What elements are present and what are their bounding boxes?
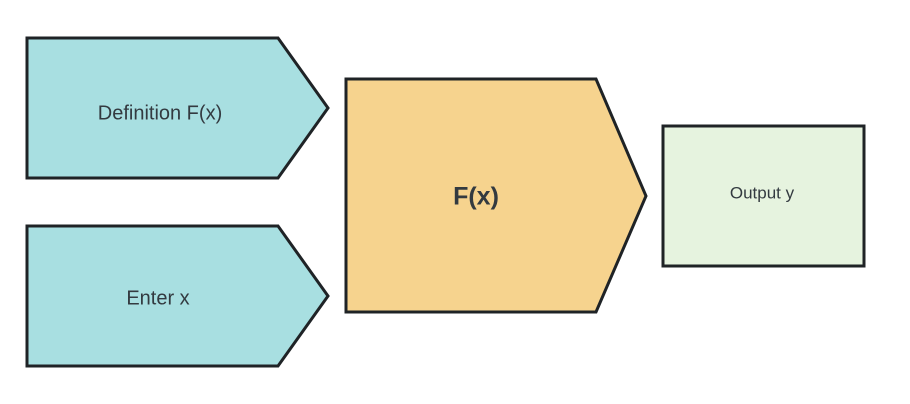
function-node-label: F(x) xyxy=(453,183,499,211)
output-node-label: Output y xyxy=(730,183,795,202)
definition-node[interactable]: Definition F(x) xyxy=(25,36,330,180)
enter-x-node-shape xyxy=(25,224,330,368)
enter-x-node-label: Enter x xyxy=(126,287,189,309)
output-node[interactable]: Output y xyxy=(661,124,866,268)
enter-x-node[interactable]: Enter x xyxy=(25,224,330,368)
function-node[interactable]: F(x) xyxy=(344,77,648,314)
definition-node-label: Definition F(x) xyxy=(98,102,222,124)
output-node-shape xyxy=(661,124,866,268)
function-node-shape xyxy=(344,77,648,314)
definition-node-shape xyxy=(25,36,330,180)
